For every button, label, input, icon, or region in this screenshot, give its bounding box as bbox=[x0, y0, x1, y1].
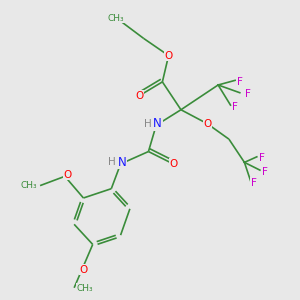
Text: CH₃: CH₃ bbox=[108, 14, 124, 23]
Text: F: F bbox=[251, 178, 257, 188]
Text: F: F bbox=[262, 167, 268, 177]
Text: F: F bbox=[232, 102, 238, 112]
Text: F: F bbox=[259, 153, 264, 163]
Text: H: H bbox=[144, 119, 152, 129]
Text: O: O bbox=[64, 170, 72, 180]
Text: O: O bbox=[135, 91, 143, 101]
Text: O: O bbox=[169, 159, 177, 169]
Text: N: N bbox=[153, 117, 162, 130]
Text: CH₃: CH₃ bbox=[21, 181, 38, 190]
Text: F: F bbox=[244, 89, 250, 99]
Text: O: O bbox=[203, 119, 212, 129]
Text: H: H bbox=[108, 158, 116, 167]
Text: F: F bbox=[237, 77, 243, 87]
Text: O: O bbox=[79, 265, 88, 275]
Text: O: O bbox=[164, 51, 173, 61]
Text: N: N bbox=[118, 156, 127, 169]
Text: CH₃: CH₃ bbox=[77, 284, 93, 293]
